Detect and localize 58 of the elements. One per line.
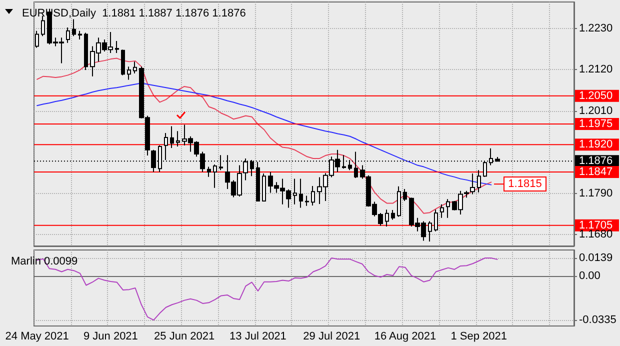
candlestick [342,154,346,170]
candlestick [391,209,395,220]
ref-line-label: 1.1847 [579,166,613,178]
y-tick-label: 1.1680 [579,228,613,241]
candlestick [219,154,223,171]
candlestick [293,178,297,205]
y-tick-label: 1.2230 [579,22,613,34]
x-tick-label: 25 Jun 2021 [154,330,215,342]
line-series [36,58,492,214]
candlestick [446,198,450,218]
candlestick [440,204,444,218]
x-tick-label: 29 Jul 2021 [303,330,360,342]
x-tick-label: 16 Aug 2021 [374,330,436,342]
ref-line-label: 1.1975 [579,118,613,130]
candlestick [170,126,174,149]
candlestick [305,195,309,206]
candlestick [127,66,131,80]
candlestick [115,40,119,54]
candlestick [121,49,125,76]
x-tick-label: 9 Jun 2021 [83,330,138,342]
x-tick-label: 24 May 2021 [5,330,69,342]
annotation: 1.1815 [508,178,542,190]
ref-line-label: 1.1876 [579,155,613,168]
text: Marlin 0.0099 [11,256,78,268]
candlestick [213,164,217,188]
candlestick [470,173,475,195]
candlestick [348,160,352,171]
candlestick [262,173,266,202]
candlestick [133,61,137,74]
ref-line-label: 1.2050 [579,90,613,102]
candlestick [66,27,70,44]
candlestick [78,30,82,40]
y-tick-label: 1.2010 [579,104,613,117]
candlestick [176,130,180,148]
candlestick [403,188,407,202]
y-tick-label: -0.0335 [579,314,616,326]
candlestick [397,186,401,218]
y-tick-label: 1.2120 [579,64,613,76]
candlestick [477,170,481,193]
candlestick [354,151,358,179]
candlestick [385,209,389,227]
candlestick [207,166,211,178]
y-tick-label: 1.1790 [579,187,613,200]
line-series [36,82,492,186]
y-tick-label: 0.00 [579,270,600,282]
y-tick-label: 0.0139 [579,252,613,264]
candlestick [84,32,88,70]
x-tick-label: 1 Sep 2021 [450,330,508,342]
candlestick [434,209,438,232]
x-tick-label: 13 Jul 2021 [230,330,286,342]
candlestick [72,18,76,37]
candlestick [299,178,303,208]
candlestick [311,185,315,206]
candlestick [164,132,168,161]
candlestick [428,220,432,242]
candlestick [35,30,39,48]
ref-line-label: 1.1920 [579,138,613,151]
candlestick [256,161,260,202]
